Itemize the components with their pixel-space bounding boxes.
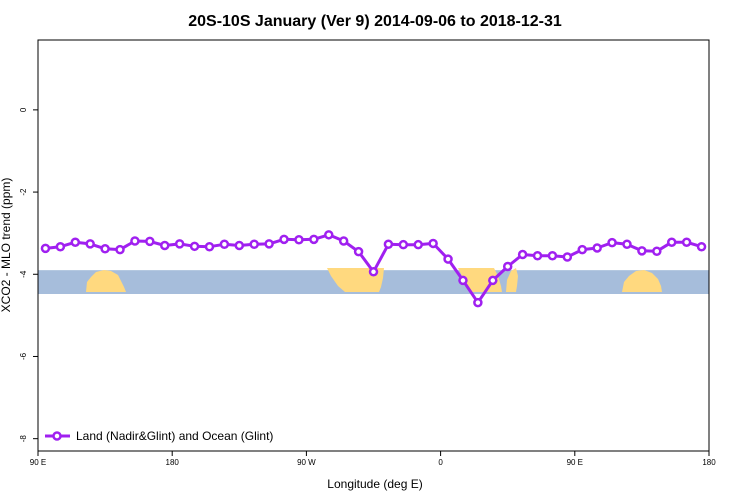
data-point (443, 254, 453, 264)
land-region (86, 270, 126, 292)
data-point (383, 239, 394, 250)
data-point (652, 246, 662, 257)
data-point (666, 237, 677, 247)
land-region (506, 268, 518, 292)
data-point (517, 249, 528, 260)
chart-title: 20S-10S January (Ver 9) 2014-09-06 to 20… (188, 13, 562, 30)
x-tick-label: 90 E (30, 458, 46, 467)
data-point (338, 236, 349, 246)
land-ocean-band (38, 268, 709, 294)
data-point (428, 238, 438, 249)
data-point (637, 246, 647, 256)
x-tick-label: 180 (166, 458, 180, 467)
x-tick-label: 180 (702, 458, 716, 467)
data-point (70, 237, 81, 247)
y-axis-label: XCO2 - MLO trend (ppm) (0, 178, 13, 313)
legend-marker (52, 431, 62, 441)
data-point (696, 241, 707, 252)
data-point (189, 241, 200, 252)
y-tick-label: -4 (19, 270, 28, 278)
data-point (458, 275, 468, 286)
data-point (279, 234, 289, 245)
data-point (562, 252, 573, 262)
data-point (324, 230, 334, 240)
y-tick-label: 0 (19, 107, 28, 112)
data-point (622, 239, 632, 250)
axes: 90 E 180 90 W 0 90 E 180 0 -2 -4 -6 -8 (19, 107, 716, 467)
data-point (413, 239, 423, 250)
data-point (532, 251, 543, 261)
data-point (502, 261, 513, 272)
data-point (294, 234, 304, 245)
data-point (249, 239, 259, 250)
legend-label: Land (Nadir&Glint) and Ocean (Glint) (76, 429, 273, 443)
x-tick-label: 0 (438, 458, 443, 467)
data-point (681, 237, 692, 247)
x-tick-label: 90 E (567, 458, 583, 467)
y-tick-label: -6 (19, 352, 28, 360)
data-point (488, 275, 498, 286)
data-point (473, 297, 483, 308)
data-point (353, 246, 364, 257)
x-tick-label: 90 W (297, 458, 316, 467)
x-axis-label: Longitude (deg E) (327, 477, 422, 491)
data-point (264, 239, 274, 249)
data-point (100, 244, 110, 254)
data-point (547, 251, 558, 261)
data-point (607, 237, 617, 248)
data-point (219, 239, 230, 250)
y-tick-label: -8 (19, 435, 28, 443)
data-point (55, 241, 66, 252)
plot-frame (37, 39, 710, 452)
land-region (622, 270, 662, 292)
series-layer (40, 230, 707, 308)
data-point (368, 267, 379, 277)
data-point (40, 243, 51, 254)
data-point (309, 234, 319, 245)
data-point (174, 239, 185, 249)
land-region (458, 268, 502, 292)
data-point (115, 244, 125, 255)
data-point (234, 240, 245, 251)
data-point (592, 243, 602, 253)
data-point (145, 236, 155, 247)
data-point (85, 239, 95, 249)
data-point (398, 239, 409, 250)
y-tick-label: -2 (19, 188, 28, 196)
data-point (577, 244, 588, 255)
data-point (204, 241, 215, 252)
legend: Land (Nadir&Glint) and Ocean (Glint) (45, 429, 273, 443)
data-point (159, 240, 170, 251)
data-point (130, 236, 140, 246)
